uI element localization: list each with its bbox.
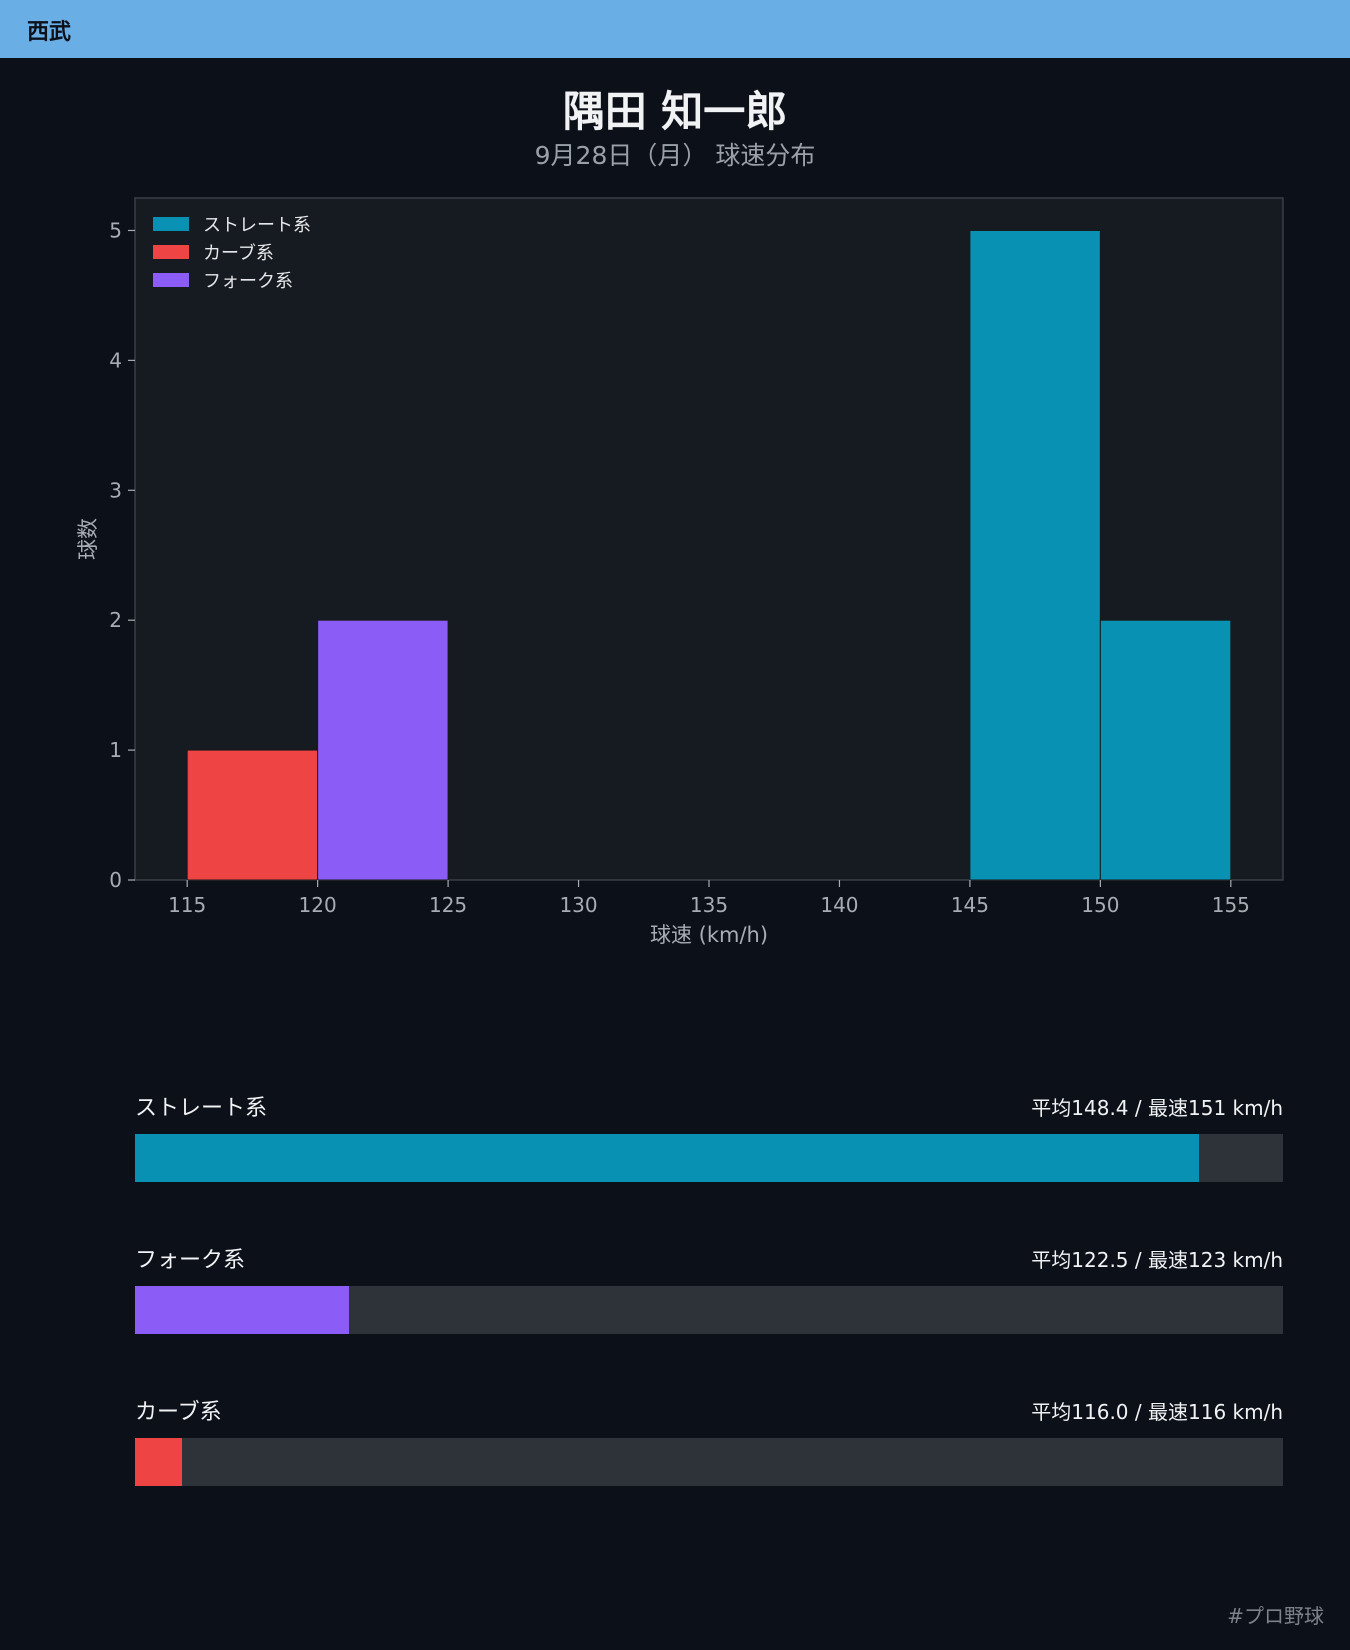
y-tick-label: 2 [109, 608, 122, 632]
speed-row-stats: 平均116.0 / 最速116 km/h [1031, 1400, 1283, 1424]
x-tick-label: 145 [951, 893, 989, 917]
x-axis-label: 球速 (km/h) [650, 923, 768, 947]
x-tick-label: 115 [168, 893, 206, 917]
histogram-bar [1099, 619, 1232, 881]
y-tick-label: 5 [109, 218, 122, 242]
x-tick-label: 150 [1081, 893, 1119, 917]
team-name: 西武 [27, 20, 72, 45]
legend-label: カーブ系 [203, 242, 274, 264]
speed-row-fork: フォーク系 平均122.5 / 最速123 km/h [135, 1242, 1283, 1342]
x-tick-label: 130 [559, 893, 597, 917]
y-tick-label: 4 [109, 348, 122, 372]
y-axis-label: 球数 [76, 518, 100, 560]
speed-bar-fill [135, 1286, 349, 1334]
legend-swatch [153, 273, 189, 287]
speed-histogram: 115 120 125 130 135 140 145 150 155 0 1 2 3 4 5 球速 (km/… [76, 197, 1284, 947]
speed-bar-track [135, 1438, 1283, 1486]
speed-bar-track [135, 1286, 1283, 1334]
legend-swatch [153, 245, 189, 259]
header-bar: 西武 [0, 0, 1350, 58]
histogram-bar [186, 749, 319, 881]
speed-bar-track [135, 1134, 1283, 1182]
legend-label: ストレート系 [203, 215, 311, 236]
speed-row-name: フォーク系 [135, 1248, 246, 1273]
speed-row-stats: 平均148.4 / 最速151 km/h [1031, 1096, 1283, 1120]
speed-bar-fill [135, 1438, 183, 1486]
speed-bar-fill [135, 1134, 1200, 1182]
page-subtitle: 9月28日（月） 球速分布 [534, 141, 816, 170]
x-tick-label: 140 [820, 893, 858, 917]
x-tick-label: 135 [690, 893, 728, 917]
speed-row-curve: カーブ系 平均116.0 / 最速116 km/h [135, 1394, 1283, 1494]
y-tick-label: 1 [109, 738, 122, 762]
speed-row-straight: ストレート系 平均148.4 / 最速151 km/h [135, 1090, 1283, 1190]
x-tick-label: 120 [299, 893, 337, 917]
y-tick-label: 3 [109, 478, 122, 502]
x-tick-label: 125 [429, 893, 467, 917]
hashtag: #プロ野球 [1227, 1604, 1324, 1628]
speed-row-name: ストレート系 [135, 1096, 268, 1121]
histogram-bar [969, 229, 1101, 881]
speed-row-stats: 平均122.5 / 最速123 km/h [1031, 1248, 1283, 1272]
speed-row-name: カーブ系 [135, 1400, 222, 1425]
y-tick-label: 0 [109, 868, 122, 892]
histogram-bar [317, 619, 449, 881]
page-title: 隅田 知一郎 [562, 87, 788, 136]
legend-swatch [153, 217, 189, 231]
x-tick-label: 155 [1212, 893, 1250, 917]
legend-label: フォーク系 [203, 271, 293, 292]
